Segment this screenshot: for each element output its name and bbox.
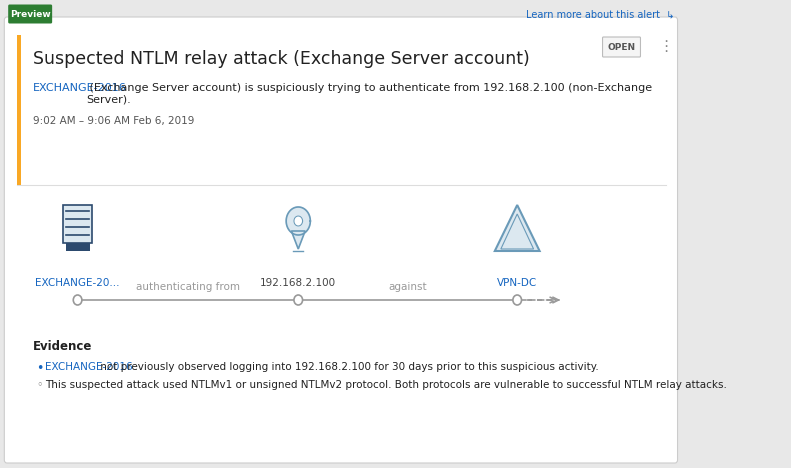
- Polygon shape: [286, 207, 310, 235]
- Bar: [17, 35, 21, 185]
- Text: ⋮: ⋮: [658, 39, 673, 54]
- FancyBboxPatch shape: [603, 37, 641, 57]
- Text: Preview: Preview: [9, 10, 51, 19]
- Text: EXCHANGE-2016: EXCHANGE-2016: [32, 83, 127, 93]
- Text: VPN-DC: VPN-DC: [497, 278, 537, 288]
- Text: 9:02 AM – 9:06 AM Feb 6, 2019: 9:02 AM – 9:06 AM Feb 6, 2019: [32, 116, 194, 126]
- Text: EXCHANGE-2016: EXCHANGE-2016: [45, 362, 132, 372]
- Text: •: •: [36, 362, 44, 375]
- Text: Learn more about this alert  ↳: Learn more about this alert ↳: [526, 9, 674, 19]
- Text: Suspected NTLM relay attack (Exchange Server account): Suspected NTLM relay attack (Exchange Se…: [32, 50, 529, 68]
- Circle shape: [74, 295, 82, 305]
- FancyBboxPatch shape: [8, 5, 52, 23]
- Circle shape: [513, 295, 521, 305]
- Text: Evidence: Evidence: [32, 340, 92, 353]
- Text: against: against: [388, 282, 427, 292]
- Text: authenticating from: authenticating from: [136, 282, 240, 292]
- Text: not previously observed logging into 192.168.2.100 for 30 days prior to this sus: not previously observed logging into 192…: [97, 362, 598, 372]
- FancyBboxPatch shape: [63, 205, 93, 243]
- Polygon shape: [495, 205, 539, 251]
- Text: 192.168.2.100: 192.168.2.100: [260, 278, 336, 288]
- Bar: [66, 243, 89, 251]
- Text: This suspected attack used NTLMv1 or unsigned NTLMv2 protocol. Both protocols ar: This suspected attack used NTLMv1 or uns…: [45, 380, 727, 390]
- Circle shape: [294, 295, 303, 305]
- Text: EXCHANGE-20...: EXCHANGE-20...: [36, 278, 119, 288]
- FancyBboxPatch shape: [4, 17, 678, 463]
- Text: (Exchange Server account) is suspiciously trying to authenticate from 192.168.2.: (Exchange Server account) is suspiciousl…: [86, 83, 653, 105]
- Polygon shape: [291, 231, 305, 249]
- Text: OPEN: OPEN: [607, 43, 636, 51]
- Polygon shape: [294, 216, 303, 226]
- Text: ◦: ◦: [36, 380, 43, 390]
